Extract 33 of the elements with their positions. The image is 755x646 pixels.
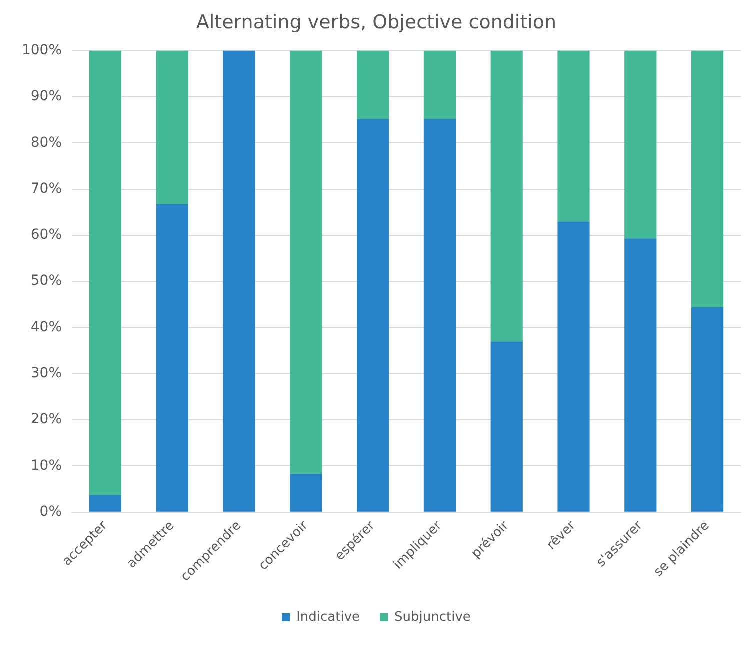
bar: [290, 50, 322, 474]
bar: [691, 50, 724, 308]
y-tick-label: 40%: [30, 319, 62, 336]
y-tick-label: 30%: [30, 366, 62, 382]
chart-title: Alternating verbs, Objective condition: [196, 11, 557, 34]
y-tick-label: 50%: [30, 273, 62, 290]
bar: [558, 50, 590, 222]
legend-label: Indicative: [296, 610, 360, 625]
y-tick-label: 0%: [40, 504, 62, 520]
bar: [424, 119, 456, 512]
bar: [89, 50, 122, 496]
bar: [89, 495, 122, 512]
bar: [156, 50, 188, 205]
y-tick-label: 20%: [30, 412, 62, 428]
bar: [223, 50, 256, 512]
bar: [558, 222, 590, 512]
bar: [357, 50, 390, 120]
bar: [156, 204, 188, 512]
bar: [624, 50, 657, 239]
bar: [624, 238, 657, 512]
bar: [290, 474, 322, 512]
y-tick-label: 10%: [30, 458, 62, 474]
bar: [490, 50, 523, 342]
y-tick-label: 70%: [30, 180, 62, 197]
bar: [357, 119, 390, 512]
y-tick-label: 80%: [30, 134, 62, 151]
y-tick-label: 90%: [30, 88, 62, 105]
y-tick-label: 60%: [30, 227, 62, 244]
bar: [424, 50, 456, 120]
y-tick-label: 100%: [22, 42, 62, 58]
legend-label: Subjunctive: [394, 610, 471, 625]
bar: [490, 342, 523, 512]
bar: [691, 307, 724, 512]
